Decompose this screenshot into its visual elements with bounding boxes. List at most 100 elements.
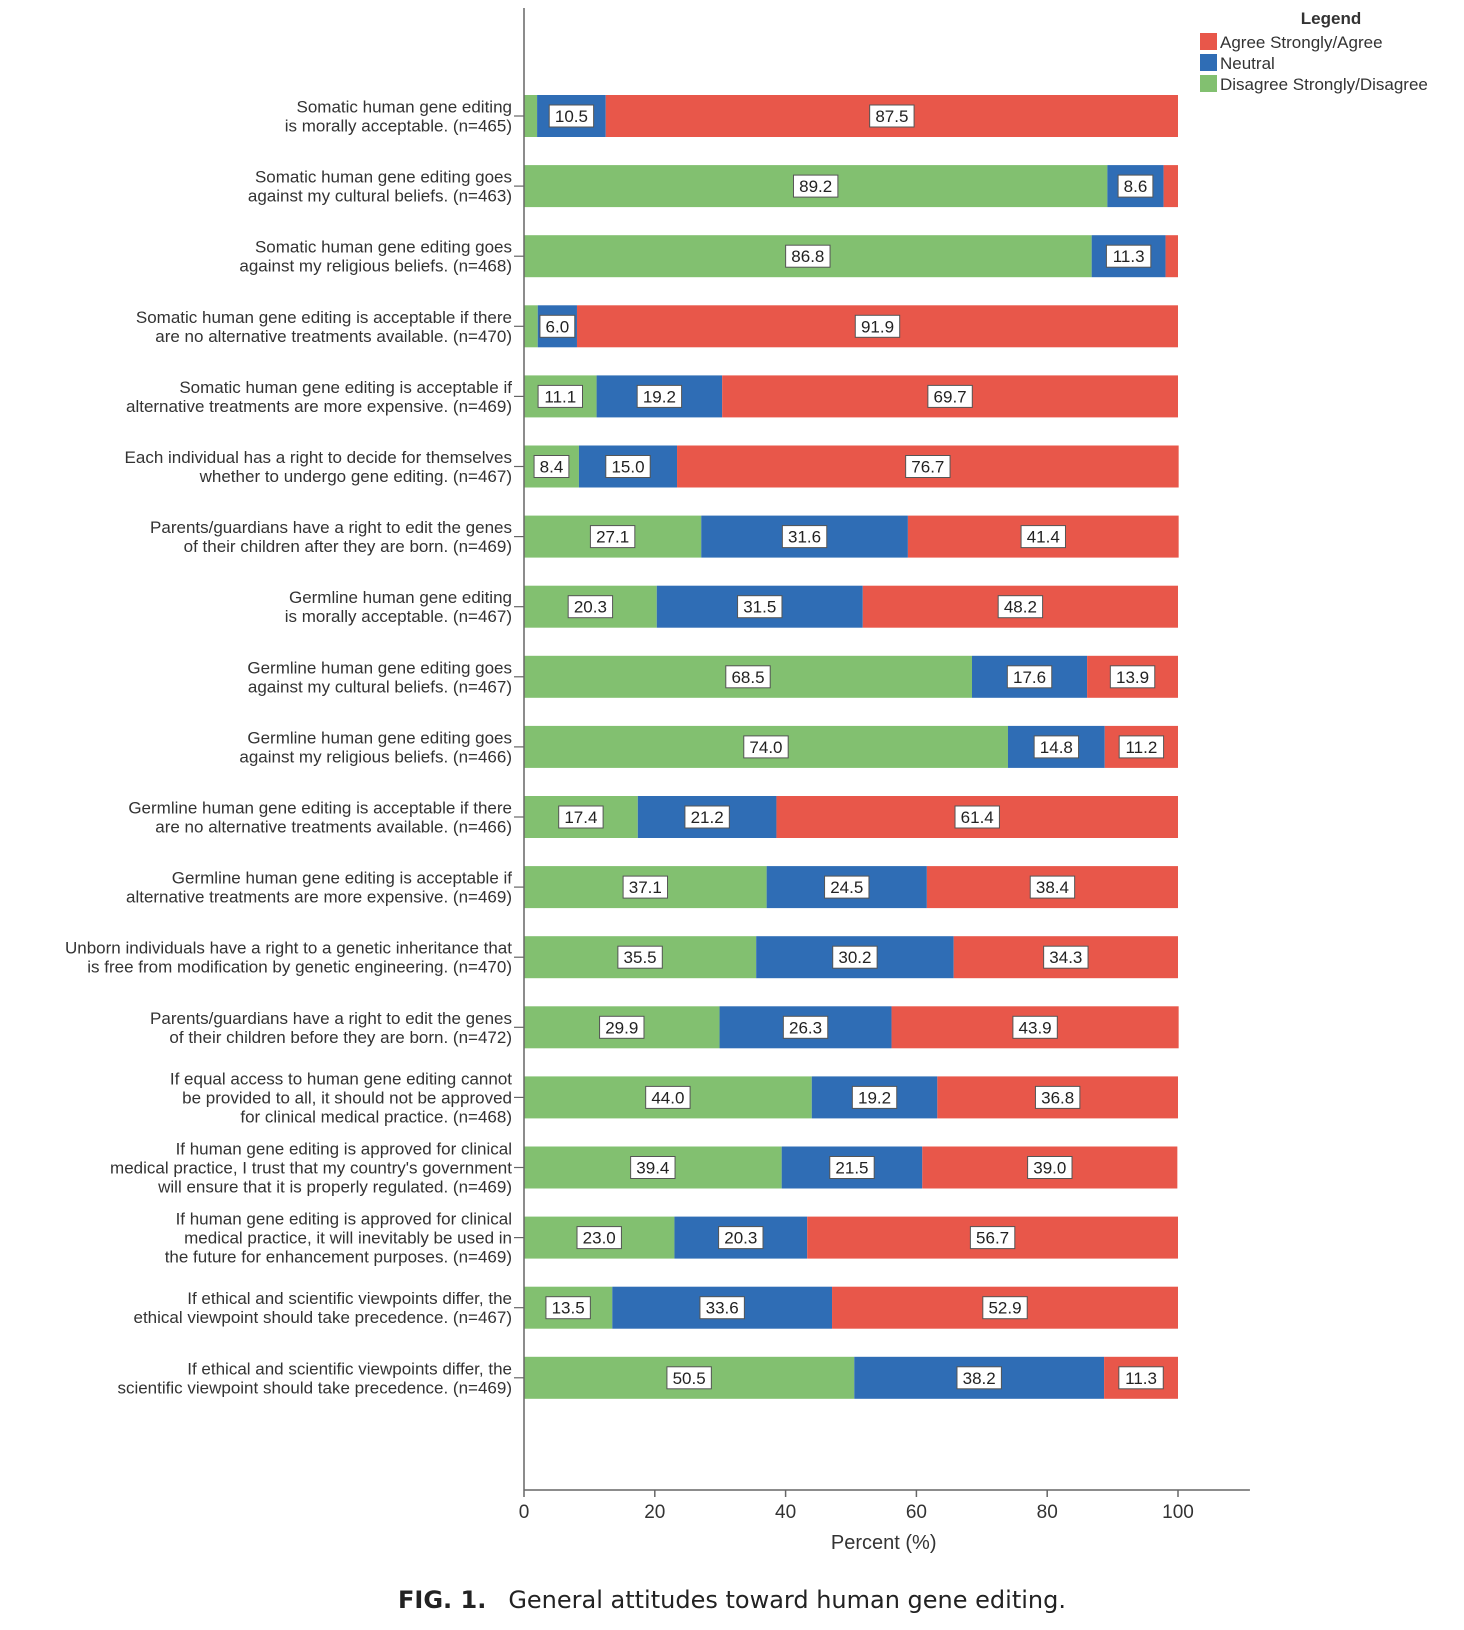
y-category-label: medical practice, it will inevitably be …: [184, 1229, 512, 1248]
data-label-box: [605, 455, 651, 478]
data-label-box: [792, 174, 839, 198]
data-label: 15.0: [611, 458, 644, 477]
y-category-label: Somatic human gene editing: [297, 98, 512, 117]
data-label: 37.1: [629, 878, 662, 897]
data-label-box: [1105, 244, 1152, 268]
data-label: 39.4: [636, 1159, 669, 1178]
data-label-box: [567, 595, 614, 619]
data-label-box: [630, 1156, 676, 1179]
data-label: 87.5: [875, 107, 908, 126]
axes: 0 20 40 60 80 100 Percent (%): [514, 8, 1250, 1554]
y-category-label: be provided to all, it should not be app…: [182, 1088, 512, 1107]
data-label: 61.4: [961, 808, 994, 827]
data-label: 39.0: [1033, 1159, 1066, 1178]
y-category-label: of their children after they are born. (…: [184, 537, 512, 556]
data-label-box: [622, 875, 669, 899]
data-label-box: [954, 805, 1000, 829]
legend-title: Legend: [1301, 9, 1361, 28]
data-label-box: [997, 595, 1044, 619]
y-category-label: Germline human gene editing is acceptabl…: [128, 799, 512, 818]
data-label: 76.7: [911, 458, 944, 477]
data-label-box: [1118, 1366, 1164, 1390]
x-tick-label: 60: [906, 1502, 927, 1523]
figure-label: FIG. 1.: [398, 1586, 487, 1614]
legend-item-label: Agree Strongly/Agree: [1220, 33, 1383, 52]
y-category-label: is morally acceptable. (n=465): [285, 117, 512, 136]
data-label: 44.0: [651, 1088, 684, 1107]
data-label: 26.3: [789, 1018, 822, 1037]
data-label: 8.4: [540, 458, 564, 477]
bar-segment: [524, 95, 538, 137]
figure-caption: FIG. 1. General attitudes toward human ge…: [0, 1586, 1464, 1614]
y-category-label: Somatic human gene editing goes: [255, 168, 512, 187]
y-category-label: against my religious beliefs. (n=466): [239, 747, 512, 766]
data-label-box: [699, 1296, 745, 1320]
y-category-label: Parents/guardians have a right to edit t…: [150, 518, 512, 537]
data-label: 50.5: [673, 1369, 706, 1388]
x-axis-label: Percent (%): [831, 1532, 937, 1554]
data-label: 74.0: [749, 738, 782, 757]
data-label: 35.5: [624, 948, 657, 967]
data-label: 8.6: [1124, 177, 1148, 196]
data-label: 27.1: [596, 528, 629, 547]
legend-item-label: Neutral: [1220, 54, 1275, 73]
data-label-box: [1034, 1085, 1081, 1109]
data-label-box: [599, 1015, 645, 1039]
data-label-box: [1012, 1015, 1058, 1039]
x-tick-label: 40: [775, 1502, 796, 1523]
data-label: 86.8: [791, 247, 824, 266]
legend-swatch: [1200, 54, 1217, 71]
y-category-label: alternative treatments are more expensiv…: [126, 888, 512, 907]
data-label: 31.5: [743, 598, 776, 617]
data-label-box: [782, 1015, 829, 1039]
data-label-box: [785, 244, 831, 268]
data-label-box: [1109, 665, 1156, 689]
data-label: 30.2: [838, 948, 871, 967]
y-category-label: is free from modification by genetic eng…: [87, 958, 512, 977]
data-label: 14.8: [1040, 738, 1073, 757]
data-label-box: [982, 1296, 1028, 1320]
data-label-box: [1118, 735, 1165, 759]
data-label: 38.4: [1036, 878, 1069, 897]
y-category-label: against my cultural beliefs. (n=467): [248, 677, 512, 696]
data-label: 24.5: [830, 878, 863, 897]
bar-segment: [524, 305, 538, 348]
data-label-box: [781, 525, 828, 549]
data-label: 56.7: [976, 1229, 1009, 1248]
y-category-label: for clinical medical practice. (n=468): [240, 1107, 512, 1126]
y-category-label: will ensure that it is properly regulate…: [157, 1178, 512, 1197]
data-label-box: [1029, 875, 1076, 899]
data-label-box: [645, 1085, 691, 1109]
data-label-box: [927, 384, 973, 408]
data-label-box: [905, 455, 951, 478]
y-category-label: Germline human gene editing: [289, 588, 512, 607]
y-category-label: against my religious beliefs. (n=468): [239, 257, 512, 276]
data-label: 13.9: [1116, 668, 1149, 687]
data-label: 19.2: [643, 387, 676, 406]
data-label-box: [743, 735, 789, 759]
data-label: 38.2: [963, 1369, 996, 1388]
bar-segment: [1163, 165, 1178, 208]
data-label-box: [1027, 1156, 1073, 1179]
data-label-box: [869, 104, 915, 128]
data-label: 10.5: [555, 107, 588, 126]
figure-caption-text: General attitudes toward human gene edit…: [508, 1586, 1066, 1614]
data-label: 20.3: [724, 1229, 757, 1248]
x-tick-label: 0: [519, 1502, 530, 1523]
y-category-label: the future for enhancement purposes. (n=…: [165, 1248, 512, 1267]
bars: 10.5 87.5 89.2 8.6 86.8 11.3 6.0 91.9 11.1 19.2 69…: [524, 95, 1179, 1399]
data-label-box: [1033, 735, 1080, 759]
data-label-box: [617, 945, 663, 969]
bar-segment: [1165, 235, 1178, 278]
y-category-label: are no alternative treatments available.…: [155, 818, 512, 837]
y-category-label: scientific viewpoint should take precede…: [117, 1378, 512, 1397]
data-label-box: [545, 1296, 591, 1320]
y-category-label: medical practice, I trust that my countr…: [110, 1159, 512, 1178]
data-label: 91.9: [861, 317, 894, 336]
y-category-label: Germline human gene editing goes: [247, 728, 512, 747]
data-label: 13.5: [552, 1299, 585, 1318]
data-label: 11.3: [1125, 1369, 1157, 1388]
data-label-box: [589, 525, 636, 549]
data-label: 48.2: [1004, 598, 1037, 617]
